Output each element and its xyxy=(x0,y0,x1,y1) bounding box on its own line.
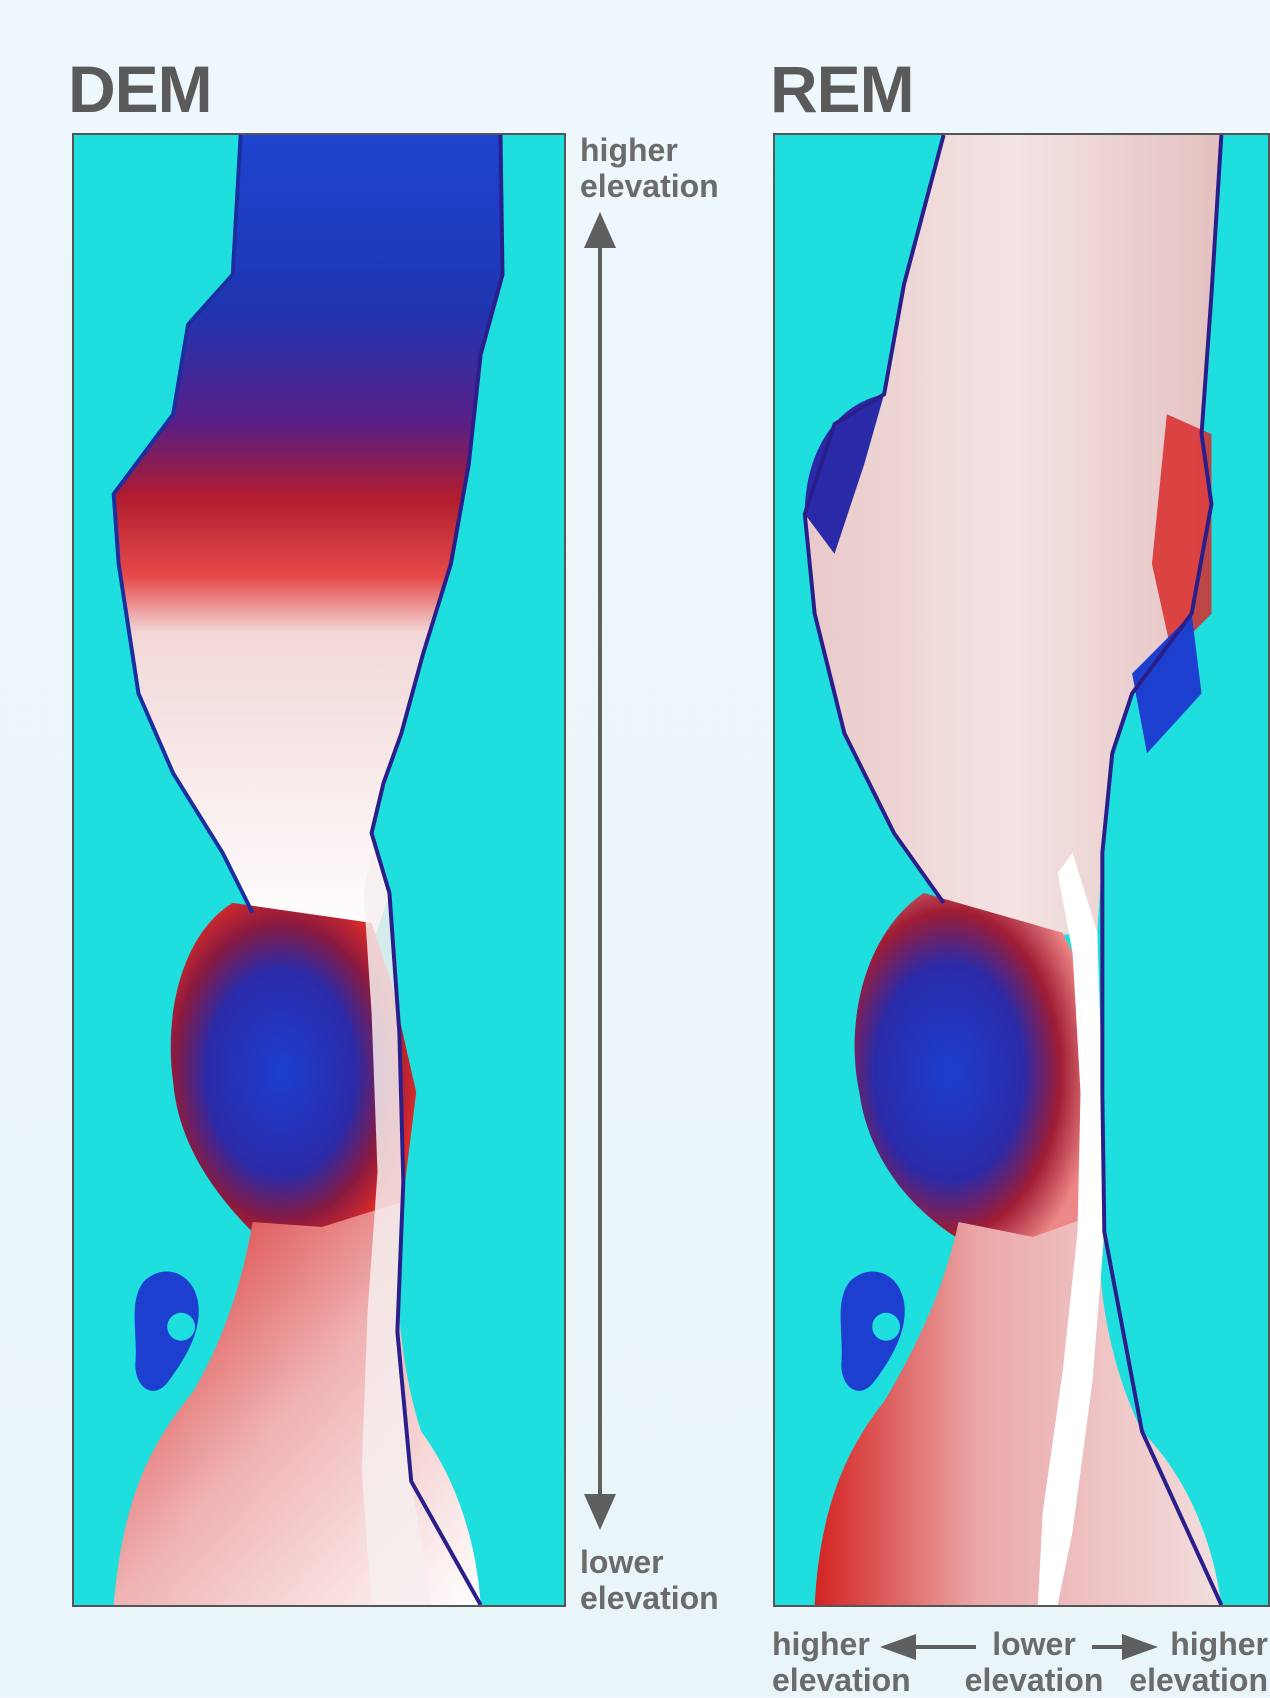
dem-elevation-raster xyxy=(74,135,564,1605)
rem-right-line2: elevation xyxy=(1129,1662,1268,1698)
rem-left-arrow xyxy=(880,1634,976,1660)
rem-right-arrow xyxy=(1092,1634,1158,1660)
dem-title: DEM xyxy=(68,52,213,126)
dem-higher-line1: higher xyxy=(580,132,678,168)
rem-left-line1: higher xyxy=(772,1626,870,1662)
rem-valley-lower xyxy=(814,1212,1222,1605)
rem-map xyxy=(773,133,1270,1607)
rem-center-line1: lower xyxy=(992,1626,1076,1662)
dem-valley-upper xyxy=(113,135,503,938)
dem-higher-line2: elevation xyxy=(580,168,719,204)
dem-lower-line2: elevation xyxy=(580,1580,719,1616)
rem-center-label: lower elevation xyxy=(964,1626,1104,1698)
rem-right-line1: higher xyxy=(1170,1626,1268,1662)
dem-higher-label: higher elevation xyxy=(580,132,719,204)
dem-river-channel xyxy=(361,853,432,1605)
rem-valley-middle xyxy=(854,892,1103,1252)
dem-valley-middle xyxy=(170,902,417,1242)
dem-elevation-arrow xyxy=(584,212,616,1530)
dem-map xyxy=(72,133,566,1607)
rem-river-channel xyxy=(1037,853,1105,1605)
dem-island-blue xyxy=(134,1271,199,1391)
dem-lower-line1: lower xyxy=(580,1544,664,1580)
rem-right-label: higher elevation xyxy=(1098,1626,1268,1698)
rem-left-line2: elevation xyxy=(772,1662,911,1698)
rem-center-line2: elevation xyxy=(964,1662,1104,1698)
rem-elevation-raster xyxy=(775,135,1268,1605)
rem-left-label: higher elevation xyxy=(772,1626,911,1698)
dem-lower-label: lower elevation xyxy=(580,1544,719,1616)
rem-island-blue xyxy=(840,1271,905,1391)
rem-title: REM xyxy=(770,52,915,126)
